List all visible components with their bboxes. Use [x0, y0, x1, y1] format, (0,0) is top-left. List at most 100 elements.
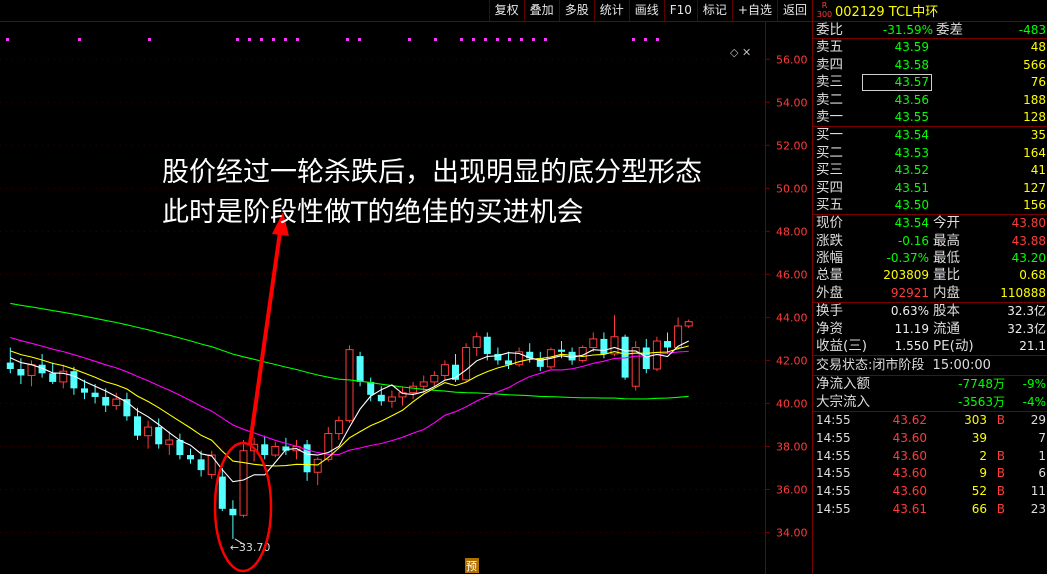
low-pointer	[234, 538, 246, 546]
order-volume: 164	[1023, 145, 1046, 160]
order-row[interactable]: 买二 43.53 164	[813, 145, 1047, 162]
candle-down	[49, 373, 57, 382]
toolbar-button[interactable]: 统计	[593, 0, 629, 21]
candle-up	[684, 321, 693, 327]
toolbar-button[interactable]: 返回	[776, 0, 812, 21]
stat-value-2: 43.20	[1011, 251, 1046, 266]
order-row[interactable]: 卖二 43.56 188	[813, 92, 1047, 109]
order-row[interactable]: 买五 43.50 156	[813, 197, 1047, 214]
signal-dot	[284, 38, 287, 41]
candle-down	[600, 338, 608, 354]
order-row[interactable]: 卖四 43.58 566	[813, 57, 1047, 74]
signal-dot	[434, 38, 437, 41]
ma20-line	[10, 336, 689, 456]
toolbar-button[interactable]: 画线	[628, 0, 664, 21]
stock-code-name[interactable]: 002129 TCL中环	[835, 5, 939, 20]
order-label: 买五	[816, 196, 843, 213]
tick-row: 14:55 43.60 9 B 6	[813, 465, 1047, 483]
candle-down	[356, 356, 364, 382]
order-label: 卖三	[816, 74, 843, 91]
order-row[interactable]: 卖一 43.55 128	[813, 109, 1047, 126]
share-label: 换手	[816, 303, 843, 320]
candle-down	[526, 351, 534, 359]
quote-panel: R 300 002129 TCL中环 委比 -31.59% 委差 -483 卖五…	[812, 0, 1047, 574]
signal-dot	[6, 38, 9, 41]
candle-down	[17, 369, 25, 376]
toolbar-button[interactable]: +自选	[731, 0, 777, 21]
selected-price-box	[862, 74, 932, 92]
order-volume: 128	[1023, 109, 1046, 124]
kline-chart[interactable]: 56.00 54.00 52.00 50.00 48.00 46.00 44.00 42.00…	[0, 22, 812, 574]
chart-corner-icons[interactable]: ◇ ✕	[730, 46, 751, 59]
candle-down	[505, 360, 512, 365]
tick-row: 14:55 43.61 66 B 23	[813, 501, 1047, 519]
stat-value-2: 0.68	[1019, 268, 1046, 283]
signal-dot	[484, 38, 487, 41]
stat-row: 涨幅 -0.37% 最低 43.20	[813, 250, 1047, 267]
close-icon[interactable]: ✕	[741, 46, 752, 59]
forecast-marker-box	[465, 558, 479, 573]
signal-dot	[496, 38, 499, 41]
candle-down	[102, 396, 110, 406]
toolbar-buttons: 复权 叠加 多股 统计 画线 F10 标记 +自选 返回	[488, 0, 812, 21]
stat-label: 现价	[816, 215, 843, 232]
candle-down	[642, 347, 650, 370]
tick-row: 14:55 43.60 52 B 11	[813, 483, 1047, 501]
order-row[interactable]: 卖三 43.57 76	[813, 74, 1047, 92]
tick-volume: 9	[979, 466, 987, 481]
candle-up	[440, 364, 449, 376]
order-price: 43.53	[894, 145, 929, 160]
toolbar-button[interactable]: 复权	[488, 0, 524, 21]
share-row: 换手 0.63% 股本 32.3亿	[813, 303, 1047, 320]
toolbar-button[interactable]: 叠加	[523, 0, 559, 21]
signal-dot	[248, 38, 251, 41]
signal-dot	[544, 38, 547, 41]
order-label: 卖四	[816, 56, 843, 73]
share-value: 11.19	[894, 321, 929, 336]
stat-row: 总量 203809 量比 0.68	[813, 267, 1047, 284]
candle-up	[387, 396, 396, 402]
tick-count: 7	[1038, 430, 1046, 445]
order-volume: 48	[1030, 40, 1046, 55]
candle-up	[271, 445, 280, 456]
order-row[interactable]: 买四 43.51 127	[813, 180, 1047, 197]
ma60-line	[10, 302, 689, 400]
stat-value: 43.54	[894, 216, 929, 231]
candle-down	[38, 364, 46, 374]
stat-label: 外盘	[816, 284, 843, 301]
stat-row: 涨跌 -0.16 最高 43.88	[813, 233, 1047, 250]
tick-list[interactable]: 14:55 43.62 303 B 29 14:55 43.60 39 7 14:55 43.60 2…	[813, 412, 1047, 518]
candle-up	[165, 439, 174, 445]
tick-volume: 303	[964, 413, 987, 428]
order-row[interactable]: 买三 43.52 41	[813, 162, 1047, 179]
candle-down	[282, 446, 290, 451]
candle-up	[631, 347, 640, 387]
toolbar-button[interactable]: 多股	[558, 0, 594, 21]
order-volume: 566	[1023, 57, 1046, 72]
toolbar-button[interactable]: 标记	[696, 0, 732, 21]
share-value-2: 32.3亿	[1007, 304, 1046, 319]
candle-down	[70, 371, 78, 389]
stat-label: 总量	[816, 267, 843, 284]
weibi-row: 委比 -31.59% 委差 -483	[813, 22, 1047, 40]
tick-price: 43.60	[892, 483, 927, 498]
toolbar-button[interactable]: F10	[663, 0, 697, 21]
candle-down	[197, 459, 205, 471]
order-volume: 35	[1030, 128, 1046, 143]
candle-up	[334, 420, 343, 435]
tick-count: 6	[1038, 466, 1046, 481]
stat-value-2: 43.80	[1011, 216, 1046, 231]
order-row[interactable]: 卖五 43.59 48	[813, 39, 1047, 56]
candle-down	[218, 476, 226, 509]
share-label-2: PE(动)	[933, 338, 974, 355]
forecast-marker: 预	[466, 560, 477, 573]
diamond-icon[interactable]: ◇	[730, 46, 739, 59]
order-row[interactable]: 买一 43.54 35	[813, 127, 1047, 144]
buy-orders: 买一 43.54 35 买二 43.53 164 买三 43.52 41 买四 43.51 127 买五…	[813, 127, 1047, 216]
chart-toolbar: 复权 叠加 多股 统计 画线 F10 标记 +自选 返回	[0, 0, 812, 22]
tick-flag: B	[996, 501, 1005, 516]
y-tick-label: 34.00	[776, 526, 808, 539]
order-label: 买一	[816, 127, 843, 144]
share-stats: 换手 0.63% 股本 32.3亿 净资 11.19 流通 32.3亿 收益(三) 1.550 PE…	[813, 303, 1047, 357]
kline-svg[interactable]: 56.00 54.00 52.00 50.00 48.00 46.00 44.00 42.00…	[0, 22, 812, 574]
